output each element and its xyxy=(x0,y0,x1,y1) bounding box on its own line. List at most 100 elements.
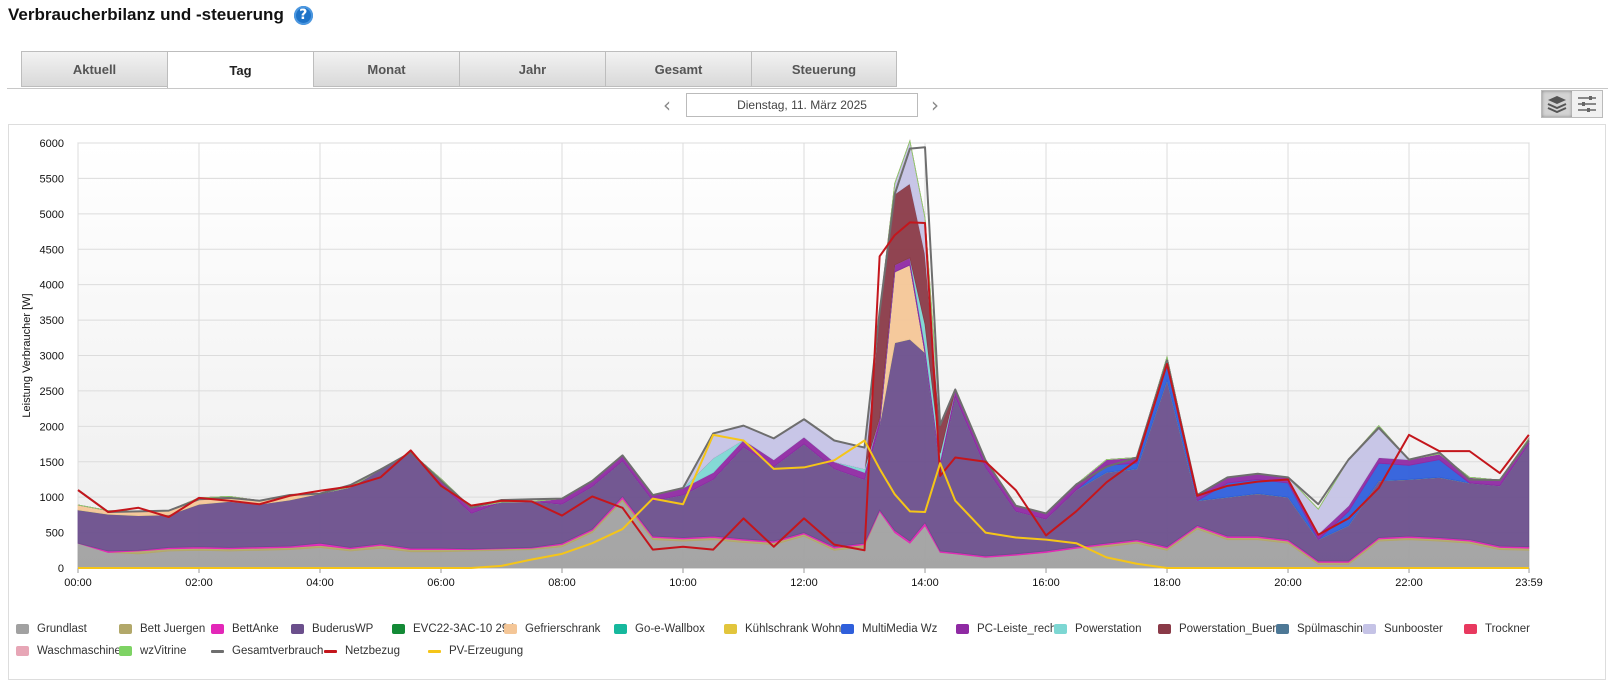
date-navigation: ‹ Dienstag, 11. März 2025 › xyxy=(0,92,1615,118)
legend-swatch xyxy=(1158,624,1171,634)
title-row: Verbraucherbilanz und -steuerung ? xyxy=(8,3,313,27)
x-tick-label: 00:00 xyxy=(64,577,92,589)
legend-label: PC-Leiste_rechts xyxy=(977,623,1066,635)
legend-swatch xyxy=(16,646,29,656)
legend-swatch xyxy=(841,624,854,634)
legend-label: Grundlast xyxy=(37,623,87,635)
y-tick-label: 1500 xyxy=(40,457,64,469)
legend-item[interactable]: Bett Juergen xyxy=(119,623,205,635)
layers-icon xyxy=(1547,96,1567,113)
legend-item[interactable]: Grundlast xyxy=(16,623,87,635)
x-tick-label: 14:00 xyxy=(911,577,939,589)
chevron-left-icon[interactable]: ‹ xyxy=(663,93,671,117)
legend-item[interactable]: Spülmaschine xyxy=(1276,623,1369,635)
legend-item[interactable]: Go-e-Wallbox xyxy=(614,623,705,635)
tab-monat[interactable]: Monat xyxy=(313,51,459,87)
legend-item[interactable]: Powerstation_Buero xyxy=(1158,623,1283,635)
sliders-icon xyxy=(1578,96,1596,112)
legend-swatch xyxy=(291,624,304,634)
legend-swatch xyxy=(504,624,517,634)
tab-divider xyxy=(7,88,1608,89)
legend-item[interactable]: EVC22-3AC-10 294 xyxy=(392,623,515,635)
y-tick-label: 4000 xyxy=(40,280,64,292)
legend-item[interactable]: Sunbooster xyxy=(1363,623,1443,635)
x-tick-label: 10:00 xyxy=(669,577,697,589)
x-tick-label: 20:00 xyxy=(1274,577,1302,589)
legend-swatch xyxy=(724,624,737,634)
legend-swatch xyxy=(392,624,405,634)
y-tick-label: 3000 xyxy=(40,351,64,363)
page-title: Verbraucherbilanz und -steuerung xyxy=(8,5,284,24)
legend-label: PV-Erzeugung xyxy=(449,645,524,657)
legend-item[interactable]: PV-Erzeugung xyxy=(428,645,523,657)
x-tick-label: 06:00 xyxy=(427,577,455,589)
legend-label: BettAnke xyxy=(232,623,279,635)
chevron-right-icon[interactable]: › xyxy=(931,93,939,117)
legend-item[interactable]: BuderusWP xyxy=(291,623,373,635)
legend-label: Spülmaschine xyxy=(1297,623,1370,635)
legend-swatch xyxy=(956,624,969,634)
line-pv-erzeugung xyxy=(78,433,1529,569)
legend-item[interactable]: wzVitrine xyxy=(119,645,186,657)
legend-item[interactable]: PC-Leiste_rechts xyxy=(956,623,1065,635)
x-tick-label: 23:59 xyxy=(1515,577,1543,589)
legend-swatch xyxy=(428,649,441,653)
legend-swatch xyxy=(211,624,224,634)
legend-swatch xyxy=(1054,624,1067,634)
y-tick-label: 3500 xyxy=(40,315,64,327)
legend-item[interactable]: BettAnke xyxy=(211,623,279,635)
x-tick-label: 04:00 xyxy=(306,577,334,589)
legend-item[interactable]: MultiMedia Wz xyxy=(841,623,937,635)
legend-item[interactable]: Netzbezug xyxy=(324,645,400,657)
legend-label: Go-e-Wallbox xyxy=(635,623,705,635)
legend-label: wzVitrine xyxy=(140,645,187,657)
x-tick-label: 16:00 xyxy=(1032,577,1060,589)
y-tick-label: 5500 xyxy=(40,173,64,185)
legend-label: MultiMedia Wz xyxy=(862,623,938,635)
y-tick-label: 1000 xyxy=(40,492,64,504)
y-axis-label: Leistung Verbraucher [W] xyxy=(21,293,33,417)
y-tick-label: 4500 xyxy=(40,244,64,256)
tab-jahr[interactable]: Jahr xyxy=(459,51,605,87)
legend-label: Trockner xyxy=(1485,623,1530,635)
tab-gesamt[interactable]: Gesamt xyxy=(605,51,751,87)
sliders-button[interactable] xyxy=(1572,91,1602,117)
legend-label: Powerstation xyxy=(1075,623,1142,635)
legend-item[interactable]: Gefrierschrank xyxy=(504,623,600,635)
legend-label: BuderusWP xyxy=(312,623,374,635)
layers-button[interactable] xyxy=(1542,91,1572,117)
legend-swatch xyxy=(324,649,337,653)
legend-label: Netzbezug xyxy=(345,645,400,657)
tab-aktuell[interactable]: Aktuell xyxy=(21,51,167,87)
date-field[interactable]: Dienstag, 11. März 2025 xyxy=(686,93,918,117)
x-tick-label: 12:00 xyxy=(790,577,818,589)
y-tick-label: 500 xyxy=(46,528,64,540)
legend-label: Gefrierschrank xyxy=(525,623,601,635)
legend-swatch xyxy=(16,624,29,634)
legend-label: EVC22-3AC-10 294 xyxy=(413,623,515,635)
legend-swatch xyxy=(119,646,132,656)
legend-swatch xyxy=(1464,624,1477,634)
line-netzbezug xyxy=(77,221,1530,552)
legend-item[interactable]: Trockner xyxy=(1464,623,1530,635)
chart-panel: 0 500 1000 1500 2000 2500 3000 3500 4000 4500 5000… xyxy=(8,124,1606,680)
legend-item[interactable]: Gesamtverbrauch xyxy=(211,645,323,657)
y-tick-label: 2000 xyxy=(40,421,64,433)
tab-steuerung[interactable]: Steuerung xyxy=(751,51,897,87)
legend-label: Kühlschrank Wohnz xyxy=(745,623,848,635)
y-tick-label: 0 xyxy=(58,563,64,575)
legend-item[interactable]: Powerstation xyxy=(1054,623,1141,635)
legend-item[interactable]: Kühlschrank Wohnz xyxy=(724,623,847,635)
legend-swatch xyxy=(614,624,627,634)
tab-bar: Aktuell Tag Monat Jahr Gesamt Steuerung xyxy=(21,51,897,89)
x-tick-label: 08:00 xyxy=(548,577,576,589)
legend-swatch xyxy=(119,624,132,634)
question-mark-icon[interactable]: ? xyxy=(293,5,313,25)
legend-item[interactable]: Waschmaschine xyxy=(16,645,121,657)
view-toggle xyxy=(1541,90,1603,118)
legend-swatch xyxy=(1276,624,1289,634)
legend-label: Gesamtverbrauch xyxy=(232,645,324,657)
legend-label: Waschmaschine xyxy=(37,645,121,657)
legend-label: Sunbooster xyxy=(1384,623,1443,635)
tab-tag[interactable]: Tag xyxy=(167,51,313,89)
